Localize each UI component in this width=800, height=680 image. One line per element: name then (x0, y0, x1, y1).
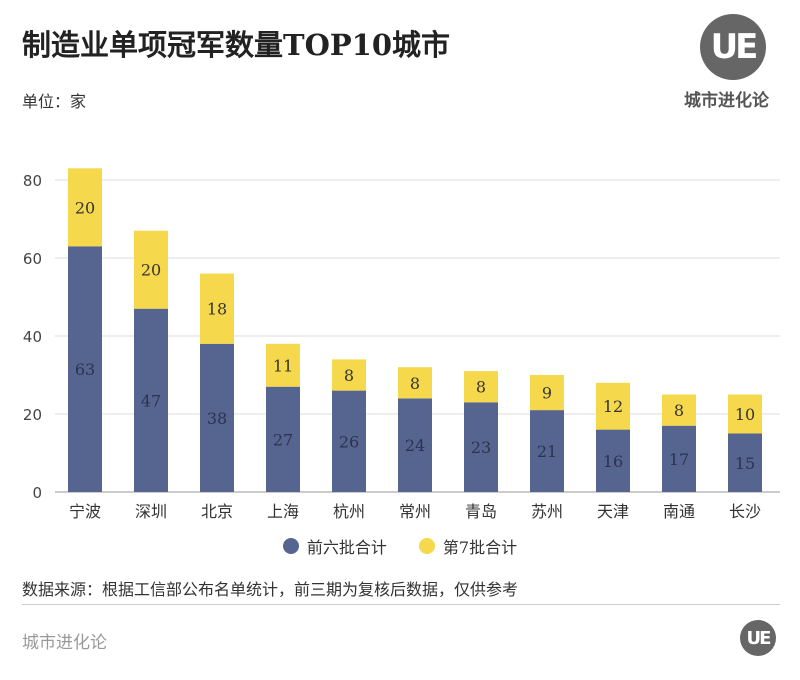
data-label: 16 (603, 452, 623, 471)
legend-swatch (418, 538, 435, 554)
data-label: 20 (75, 198, 95, 217)
bar-first-six-北京 (200, 343, 234, 492)
bar-first-six-宁波 (68, 246, 102, 492)
footer-brand: 城市进化论 (22, 633, 107, 653)
data-label: 24 (405, 436, 425, 455)
data-label: 11 (273, 356, 293, 375)
bar-first-six-南通 (662, 425, 696, 492)
data-label: 8 (344, 366, 354, 385)
bar-first-six-深圳 (134, 308, 168, 492)
bar-seventh-宁波 (68, 168, 102, 247)
x-tick-label: 苏州 (531, 502, 563, 521)
data-label: 21 (537, 442, 557, 461)
bar-seventh-杭州 (332, 359, 366, 391)
bar-first-six-青岛 (464, 402, 498, 492)
x-tick-label: 长沙 (729, 502, 761, 521)
x-tick-label: 杭州 (333, 502, 365, 521)
data-label: 18 (207, 300, 227, 319)
x-tick-label: 常州 (399, 502, 431, 521)
bar-seventh-天津 (596, 382, 630, 430)
bar-seventh-北京 (200, 273, 234, 344)
data-label: 23 (471, 438, 491, 457)
divider (22, 604, 780, 605)
logo-text: 城市进化论 (684, 91, 769, 111)
x-tick-label: 北京 (201, 502, 233, 521)
legend: 前六批合计 第7批合计 (0, 534, 800, 558)
unit-label: 单位：家 (22, 92, 87, 111)
bar-seventh-常州 (398, 367, 432, 399)
y-tick-label: 0 (32, 484, 42, 502)
data-label: 27 (273, 430, 293, 449)
bar-seventh-苏州 (530, 375, 564, 411)
bar-seventh-上海 (266, 343, 300, 387)
data-label: 38 (207, 409, 227, 428)
legend-item-series-1: 第7批合计 (418, 534, 518, 558)
bar-first-six-天津 (596, 429, 630, 492)
legend-label: 第7批合计 (442, 538, 518, 557)
legend-swatch (282, 538, 299, 554)
data-label: 12 (603, 397, 623, 416)
footer-logo-mark: UE (746, 627, 772, 649)
legend-label: 前六批合计 (306, 538, 387, 557)
data-label: 47 (141, 391, 161, 410)
data-label: 8 (410, 374, 420, 393)
bar-first-six-常州 (398, 398, 432, 492)
data-label: 8 (476, 378, 486, 397)
data-label: 8 (674, 401, 684, 420)
legend-item-series-0: 前六批合计 (282, 534, 387, 558)
bar-seventh-南通 (662, 394, 696, 426)
y-tick-label: 40 (23, 328, 42, 346)
x-tick-label: 宁波 (69, 502, 101, 521)
bar-seventh-深圳 (134, 230, 168, 309)
ue-logo: UE (700, 14, 766, 80)
bar-first-six-上海 (266, 386, 300, 492)
data-label: 10 (735, 405, 755, 424)
data-label: 15 (735, 454, 755, 473)
bar-seventh-青岛 (464, 371, 498, 403)
bar-first-six-杭州 (332, 390, 366, 492)
x-tick-label: 深圳 (135, 502, 167, 521)
data-label: 20 (141, 261, 161, 280)
data-label: 9 (542, 384, 552, 403)
x-tick-label: 南通 (663, 502, 695, 521)
chart-title: 制造业单项冠军数量TOP10城市 (22, 28, 451, 62)
x-tick-label: 天津 (597, 502, 629, 521)
bar-first-six-长沙 (728, 433, 762, 492)
data-label: 26 (339, 432, 359, 451)
bar-first-six-苏州 (530, 410, 564, 492)
y-tick-label: 20 (23, 406, 42, 424)
data-label: 17 (669, 450, 689, 469)
data-label: 63 (75, 360, 95, 379)
logo-mark: UE (710, 27, 759, 67)
x-tick-label: 青岛 (465, 502, 497, 521)
bar-seventh-长沙 (728, 394, 762, 434)
footer-logo: UE (740, 620, 776, 656)
x-tick-label: 上海 (267, 502, 299, 521)
y-tick-label: 80 (23, 172, 42, 190)
data-source-note: 数据来源：根据工信部公布名单统计，前三期为复核后数据，仅供参考 (22, 580, 519, 599)
y-tick-label: 60 (23, 250, 42, 268)
